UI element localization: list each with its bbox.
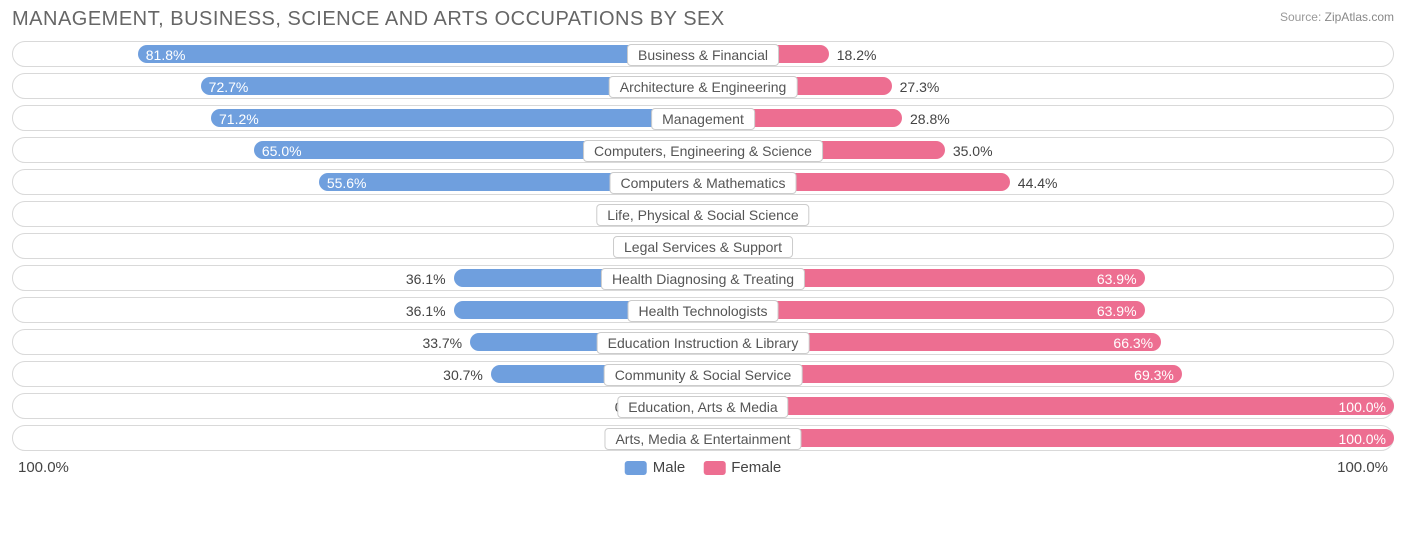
female-value-label: 69.3%: [1134, 362, 1174, 388]
female-value-label: 63.9%: [1097, 298, 1137, 324]
chart-row: 0.0%0.0%Legal Services & Support: [12, 233, 1394, 259]
legend: Male Female: [625, 459, 782, 476]
source-label: Source:: [1280, 10, 1321, 24]
female-value-label: 66.3%: [1113, 330, 1153, 356]
category-label: Business & Financial: [627, 44, 779, 66]
chart-row: 0.0%100.0%Education, Arts & Media: [12, 393, 1394, 419]
male-value-label: 65.0%: [262, 138, 302, 164]
category-label: Computers & Mathematics: [610, 172, 797, 194]
chart-title: MANAGEMENT, BUSINESS, SCIENCE AND ARTS O…: [12, 8, 725, 31]
chart-row: 71.2% 28.8% Management: [12, 105, 1394, 131]
female-value-label: 44.4%: [1018, 170, 1058, 196]
source-value: ZipAtlas.com: [1325, 10, 1394, 24]
male-value-label: 36.1%: [406, 266, 446, 292]
header: MANAGEMENT, BUSINESS, SCIENCE AND ARTS O…: [12, 8, 1394, 31]
chart-row: 0.0%0.0%Life, Physical & Social Science: [12, 201, 1394, 227]
male-bar: [211, 109, 703, 127]
male-value-label: 55.6%: [327, 170, 367, 196]
chart-row: 81.8% 18.2% Business & Financial: [12, 41, 1394, 67]
female-value-label: 27.3%: [900, 74, 940, 100]
category-label: Architecture & Engineering: [609, 76, 798, 98]
legend-swatch-male: [625, 461, 647, 475]
category-label: Computers, Engineering & Science: [583, 140, 823, 162]
female-value-label: 35.0%: [953, 138, 993, 164]
male-value-label: 33.7%: [422, 330, 462, 356]
category-label: Health Diagnosing & Treating: [601, 268, 805, 290]
chart-row: 72.7% 27.3% Architecture & Engineering: [12, 73, 1394, 99]
category-label: Legal Services & Support: [613, 236, 793, 258]
male-value-label: 30.7%: [443, 362, 483, 388]
female-value-label: 100.0%: [1339, 426, 1386, 452]
female-value-label: 100.0%: [1339, 394, 1386, 420]
chart-container: MANAGEMENT, BUSINESS, SCIENCE AND ARTS O…: [0, 0, 1406, 559]
female-value-label: 63.9%: [1097, 266, 1137, 292]
chart-row: 30.7% 69.3% Community & Social Service: [12, 361, 1394, 387]
axis-label-left: 100.0%: [18, 459, 69, 476]
category-label: Health Technologists: [628, 300, 779, 322]
category-label: Management: [651, 108, 755, 130]
chart-row: 36.1% 63.9% Health Diagnosing & Treating: [12, 265, 1394, 291]
chart-rows: 81.8% 18.2% Business & Financial 72.7% 27.3%…: [12, 41, 1394, 451]
category-label: Education Instruction & Library: [597, 332, 810, 354]
category-label: Arts, Media & Entertainment: [604, 428, 801, 450]
legend-item-female: Female: [703, 459, 781, 476]
category-label: Life, Physical & Social Science: [596, 204, 809, 226]
male-value-label: 72.7%: [209, 74, 249, 100]
category-label: Education, Arts & Media: [617, 396, 788, 418]
chart-row: 55.6% 44.4% Computers & Mathematics: [12, 169, 1394, 195]
female-bar: [703, 429, 1394, 447]
chart-row: 36.1% 63.9% Health Technologists: [12, 297, 1394, 323]
chart-row: 33.7% 66.3% Education Instruction & Librar…: [12, 329, 1394, 355]
male-value-label: 36.1%: [406, 298, 446, 324]
legend-swatch-female: [703, 461, 725, 475]
legend-item-male: Male: [625, 459, 686, 476]
category-label: Community & Social Service: [604, 364, 803, 386]
male-bar: [138, 45, 703, 63]
chart-row: 0.0%100.0%Arts, Media & Entertainment: [12, 425, 1394, 451]
chart-row: 65.0% 35.0% Computers, Engineering & Scien…: [12, 137, 1394, 163]
male-value-label: 81.8%: [146, 42, 186, 68]
legend-label-female: Female: [731, 459, 781, 476]
female-value-label: 18.2%: [837, 42, 877, 68]
male-value-label: 71.2%: [219, 106, 259, 132]
female-value-label: 28.8%: [910, 106, 950, 132]
legend-label-male: Male: [653, 459, 686, 476]
source-attribution: Source: ZipAtlas.com: [1280, 8, 1394, 24]
axis-label-right: 100.0%: [1337, 459, 1388, 476]
female-bar: [703, 397, 1394, 415]
chart-footer: 100.0% Male Female 100.0%: [12, 459, 1394, 499]
